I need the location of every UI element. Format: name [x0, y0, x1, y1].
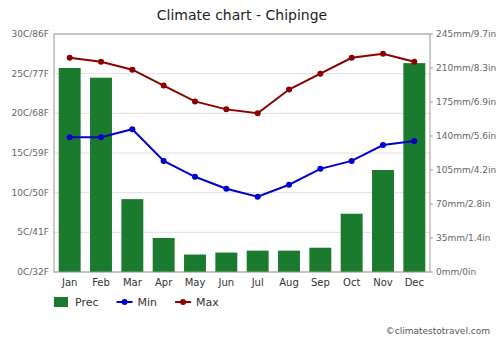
annotation: ©climatestotravel.com [386, 326, 490, 336]
x-tick-label: May [185, 277, 206, 288]
marker [161, 158, 167, 164]
legend-label: Max [196, 296, 219, 309]
legend: Prec Min Max [54, 296, 219, 309]
y2-tick-label: 140mm/5.6in [436, 131, 496, 141]
x-tick-label: Mar [123, 277, 143, 288]
legend-marker [122, 299, 128, 305]
line [70, 129, 415, 196]
bar [341, 214, 363, 272]
marker [255, 194, 261, 200]
marker [317, 166, 323, 172]
bar [247, 251, 269, 272]
marker [286, 182, 292, 188]
marker [411, 59, 417, 65]
y2-tick-label: 245mm/9.7in [436, 29, 496, 39]
marker [223, 106, 229, 112]
marker [380, 142, 386, 148]
bar [403, 63, 425, 272]
bar [121, 199, 143, 272]
bar [372, 170, 394, 272]
x-tick-label: Sep [311, 277, 330, 288]
grid [54, 34, 430, 272]
y2-tick-label: 105mm/4.2in [436, 165, 496, 175]
bar [278, 251, 300, 272]
line [70, 54, 415, 114]
legend-label: Prec [75, 296, 99, 309]
x-tick-label: Dec [405, 277, 424, 288]
marker [317, 71, 323, 77]
marker [67, 134, 73, 140]
bar [184, 255, 206, 272]
marker [286, 87, 292, 93]
x-tick-label: Feb [92, 277, 110, 288]
x-tick-label: Oct [343, 277, 360, 288]
x-tick-label: Nov [373, 277, 393, 288]
x-tick-label: Jun [218, 277, 235, 288]
bar [215, 253, 237, 272]
title: Climate chart - Chipinge [157, 7, 327, 23]
marker [349, 55, 355, 61]
marker [67, 55, 73, 61]
marker [129, 126, 135, 132]
bar [59, 68, 81, 272]
x-tick-label: Apr [155, 277, 173, 288]
marker [411, 138, 417, 144]
legend-label: Min [138, 296, 158, 309]
marker [98, 59, 104, 65]
legend-swatch [54, 297, 68, 307]
legend-marker [180, 299, 186, 305]
y-tick-label: 10C/50F [12, 188, 49, 198]
y-tick-label: 25C/77F [12, 69, 49, 79]
y-tick-label: 0C/32F [17, 267, 49, 277]
grid-line [54, 73, 430, 74]
bar [90, 78, 112, 272]
y2-tick-label: 35mm/1.4in [436, 233, 491, 243]
marker [192, 174, 198, 180]
marker [98, 134, 104, 140]
x-tick-label: Jan [61, 277, 77, 288]
marker [129, 67, 135, 73]
marker [192, 98, 198, 104]
y-tick-label: 30C/86F [12, 29, 49, 39]
plot-area [59, 51, 426, 272]
y-tick-label: 15C/59F [12, 148, 49, 158]
x-tick-label: Aug [279, 277, 299, 288]
frame [54, 34, 430, 272]
y2-tick-label: 70mm/2.8in [436, 199, 491, 209]
marker [380, 51, 386, 57]
bar [153, 238, 175, 272]
y2-tick-label: 210mm/8.3in [436, 63, 496, 73]
marker [223, 186, 229, 192]
bar [309, 248, 331, 272]
marker [349, 158, 355, 164]
y-tick-label: 5C/41F [17, 227, 49, 237]
y-tick-label: 20C/68F [12, 108, 49, 118]
x-tick-label: Jul [251, 277, 264, 288]
y2-tick-label: 175mm/6.9in [436, 97, 496, 107]
marker [161, 83, 167, 89]
chart: Climate chart - Chipinge 0C/32F 5C/41F 10C/… [0, 0, 500, 350]
y2-tick-label: 0mm/0in [436, 267, 476, 277]
marker [255, 110, 261, 116]
